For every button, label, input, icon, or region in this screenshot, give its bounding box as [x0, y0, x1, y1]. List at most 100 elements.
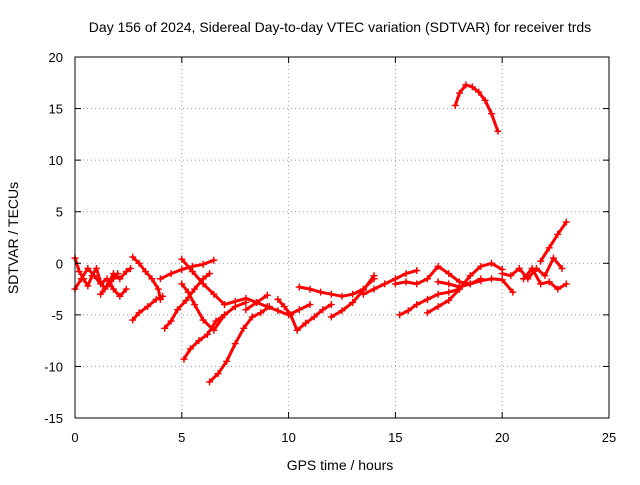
- series-sat-h: [161, 270, 214, 332]
- data-point: [180, 355, 188, 363]
- data-point: [129, 316, 137, 324]
- data-point: [545, 244, 553, 252]
- data-point: [451, 101, 459, 109]
- data-point: [167, 317, 175, 325]
- data-point: [455, 283, 463, 291]
- data-point: [558, 264, 566, 272]
- series-line: [539, 220, 568, 263]
- y-tick-label: 10: [49, 153, 63, 168]
- data-point: [182, 296, 190, 304]
- data-point: [199, 316, 207, 324]
- data-point: [206, 270, 214, 278]
- data-point: [203, 330, 211, 338]
- data-point: [161, 324, 169, 332]
- series-line: [182, 313, 226, 361]
- data-point: [370, 272, 378, 280]
- data-point: [263, 291, 271, 299]
- data-point: [537, 257, 545, 265]
- data-point: [434, 290, 442, 298]
- data-point: [306, 301, 314, 309]
- series-sat-o: [327, 272, 378, 321]
- data-point: [475, 88, 483, 96]
- data-point: [327, 301, 335, 309]
- data-point: [498, 270, 506, 278]
- data-point: [178, 280, 186, 288]
- data-point: [167, 270, 175, 278]
- x-tick-label: 5: [178, 430, 185, 445]
- data-point: [154, 285, 162, 293]
- data-point: [116, 292, 124, 300]
- data-point: [257, 309, 265, 317]
- data-point: [210, 256, 218, 264]
- data-point: [562, 280, 570, 288]
- data-point: [423, 309, 431, 317]
- data-point: [338, 292, 346, 300]
- data-point: [423, 295, 431, 303]
- data-point: [545, 278, 553, 286]
- data-point: [109, 285, 117, 293]
- data-point: [528, 264, 536, 272]
- data-point: [221, 301, 229, 309]
- y-axis-label: SDTVAR / TECUs: [5, 182, 21, 294]
- data-point: [554, 230, 562, 238]
- data-point: [370, 285, 378, 293]
- series-sat-f: [156, 256, 218, 283]
- data-point: [434, 278, 442, 286]
- data-point: [468, 83, 476, 91]
- data-point: [396, 311, 404, 319]
- data-point: [178, 255, 186, 263]
- data-point: [477, 277, 485, 285]
- data-point: [248, 313, 256, 321]
- data-point: [97, 280, 105, 288]
- data-point: [135, 309, 143, 317]
- data-point: [240, 324, 248, 332]
- data-point: [184, 288, 192, 296]
- data-point: [214, 370, 222, 378]
- data-point: [462, 81, 470, 89]
- data-point: [537, 280, 545, 288]
- data-point: [231, 303, 239, 311]
- data-point: [445, 280, 453, 288]
- x-tick-label: 0: [71, 430, 78, 445]
- data-point: [402, 270, 410, 278]
- y-tick-label: -15: [44, 411, 63, 426]
- data-point: [77, 275, 85, 283]
- data-point: [231, 340, 239, 348]
- data-point: [327, 313, 335, 321]
- series-line: [453, 83, 500, 133]
- data-point: [221, 311, 229, 319]
- data-point: [391, 280, 399, 288]
- y-tick-label: 20: [49, 50, 63, 65]
- data-point: [359, 290, 367, 298]
- data-point: [481, 96, 489, 104]
- data-point: [327, 290, 335, 298]
- x-tick-label: 25: [602, 430, 616, 445]
- data-point: [434, 303, 442, 311]
- data-point: [295, 283, 303, 291]
- series-sat-l: [242, 298, 314, 319]
- data-point: [122, 285, 130, 293]
- data-point: [152, 295, 160, 303]
- data-point: [242, 298, 250, 306]
- data-point: [274, 295, 282, 303]
- y-tick-label: -10: [44, 359, 63, 374]
- data-point: [116, 275, 124, 283]
- data-point: [310, 313, 318, 321]
- data-point: [210, 290, 218, 298]
- data-point: [445, 296, 453, 304]
- data-point: [223, 357, 231, 365]
- y-tick-label: -5: [51, 308, 63, 323]
- series-sat-t: [434, 275, 517, 296]
- series-sat-c: [97, 264, 135, 298]
- data-point: [488, 275, 496, 283]
- series-line: [180, 282, 248, 332]
- data-point: [212, 317, 220, 325]
- data-point: [178, 265, 186, 273]
- data-point: [515, 264, 523, 272]
- data-point: [135, 259, 143, 267]
- data-point: [423, 275, 431, 283]
- series-sat-p: [359, 267, 421, 298]
- series-sat-e: [129, 292, 167, 324]
- data-point: [466, 280, 474, 288]
